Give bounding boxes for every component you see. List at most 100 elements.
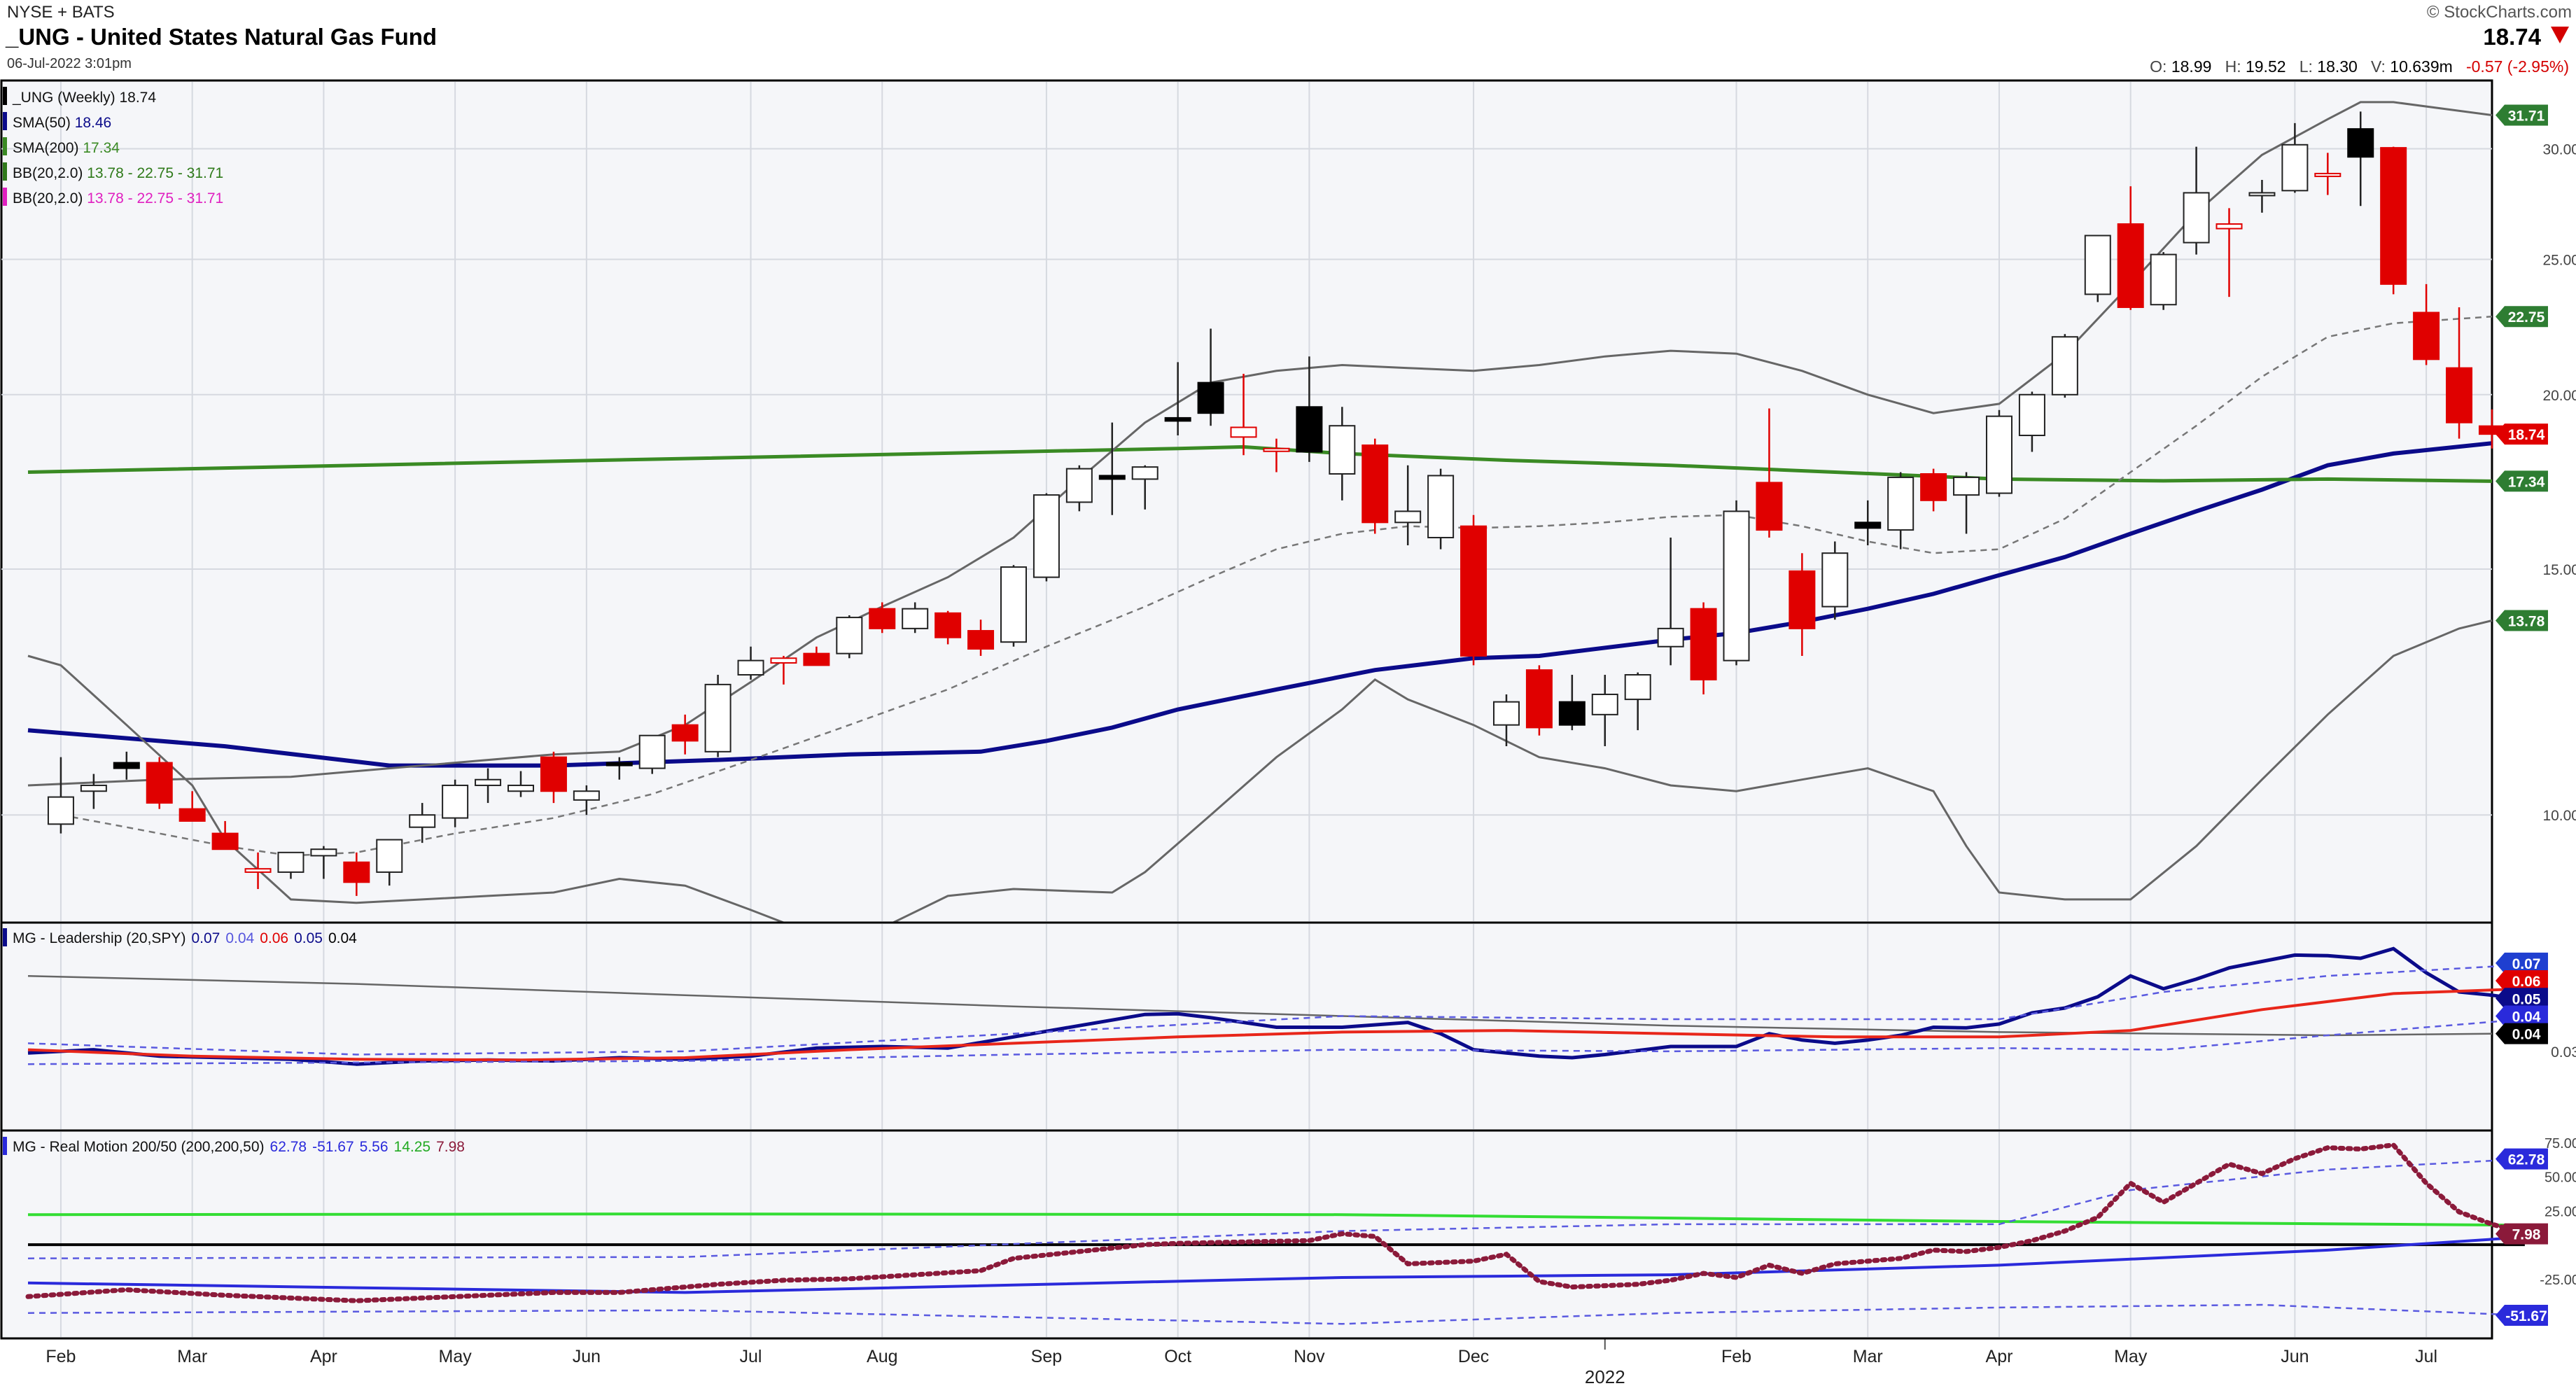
candle [1164,362,1191,436]
candle-body [244,868,272,873]
real-motion-line-dash [27,1158,2525,1259]
high-value: 19.52 [2245,57,2286,76]
candle [1657,537,1684,666]
candle [1427,468,1455,550]
source-label: © StockCharts.com [2426,3,2572,22]
real-motion-legend-value: 7.98 [436,1139,465,1155]
price-value-tag-text: 18.74 [2508,427,2545,443]
candle-body [869,608,896,629]
candle-body [1131,466,1158,480]
real-motion-line-blue [27,1236,2526,1294]
exchange-label: NYSE + BATS [7,3,115,22]
candle [2183,146,2210,255]
month-tick-label: May [2114,1347,2148,1366]
legend-value: 18.46 [75,115,112,131]
candle-body [606,762,633,766]
panel-frame [0,1129,2493,1340]
real-motion-line-dotted [25,1142,2528,1303]
candle-body [573,790,600,801]
y-tick-label: 25.00 [2542,252,2576,268]
leadership-legend-value: 0.04 [225,930,254,946]
candle-body [1624,674,1651,701]
candle-body [2347,128,2374,158]
price-value-tag-text: 13.78 [2508,613,2545,629]
legend-value: 18.74 [119,90,156,106]
y-tick-label: 15.00 [2542,562,2576,578]
candle-body [836,617,863,654]
month-tick-label: Apr [1986,1347,2013,1366]
candle [902,602,929,634]
month-tick-label: Oct [1164,1347,1191,1366]
price-value-tag-text: 31.71 [2508,108,2545,125]
candle-body [1525,669,1553,729]
candle [2248,179,2276,213]
candle-body [803,652,830,666]
candle [47,757,74,834]
candle-body [146,762,173,804]
candle [507,771,534,797]
overlay-sma-200- [27,444,2493,483]
volume-label: V: [2371,57,2386,76]
y-tick-label: 10.00 [2542,808,2576,824]
candle-body [2216,223,2243,230]
leadership-value-tag: 0.05 [2496,988,2548,1009]
candle [770,655,797,685]
price-value-tag-tag [2496,306,2548,328]
candle-body [1427,475,1455,538]
candle-body [671,724,699,742]
leadership-value-tag-text: 0.04 [2512,1027,2541,1043]
month-tick-label: Feb [1721,1347,1751,1366]
candle [1821,541,1849,620]
low-label: L: [2299,57,2313,76]
leadership-legend-value: 0.06 [260,930,288,946]
candle [1953,472,1980,534]
chart-date: 06-Jul-2022 3:01pm [7,56,132,71]
candle-body [2084,234,2111,295]
candle [343,852,370,896]
month-tick-label: Dec [1458,1347,1489,1366]
candle [1098,422,1126,515]
panel-frame [0,79,2493,924]
candle-body [1394,510,1422,524]
candle-body [1000,566,1027,643]
leadership-line-red [27,987,2525,1062]
chart-title: _UNG - United States Natural Gas Fund [6,24,438,50]
real-motion-legend-name: MG - Real Motion 200/50 (200,200,50) [13,1139,265,1155]
candle-body [1591,693,1618,715]
candle-body [2051,336,2078,396]
price-value-tag-tag [2496,470,2548,492]
price-panel: 10.00 15.00 20.00 25.00 30.00 _UNG (Weekly) 1… [0,79,2576,937]
legend-entry: SMA(50) 18.46 [13,115,111,131]
candle-body [1821,552,1849,608]
candle [1263,438,1290,472]
candle [1362,438,1389,534]
candle-body [1953,476,1980,496]
month-tick-label: Jun [573,1347,601,1366]
candle [2117,186,2144,310]
candle-body [211,832,239,850]
legend-swatch [3,1137,7,1155]
open-value: 18.99 [2171,57,2212,76]
candle [836,615,863,659]
real-motion-value-tag-tag [2496,1223,2548,1245]
y-tick-label: 30.00 [2542,142,2576,158]
y-tick-label: 50.00 [2544,1170,2576,1186]
candle-body [1756,482,1783,531]
candle-body [1460,525,1488,657]
legend-swatch [3,188,7,206]
month-tick-label: Aug [867,1347,897,1366]
candle [2314,153,2342,195]
price-value-tag-tag [2496,610,2548,631]
candle [1985,410,2012,497]
candle-body [442,784,469,819]
legend-swatch [3,87,7,105]
legend-entry: BB(20,2.0) 13.78 - 22.75 - 31.71 [13,165,223,181]
candle [211,820,239,850]
candle-body [1098,475,1126,480]
leadership-value-tag-text: 0.07 [2512,956,2541,972]
candle [475,768,502,804]
legend-value: 13.78 - 22.75 - 31.71 [87,190,223,206]
y-tick-label: 20.00 [2542,388,2576,404]
candle [1558,675,1586,731]
